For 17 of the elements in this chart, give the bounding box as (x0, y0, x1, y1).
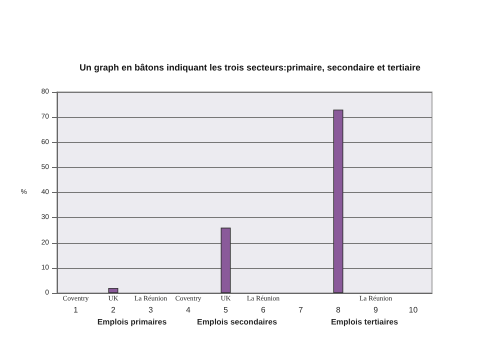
x-tick-label: 9 (374, 306, 379, 314)
x-tick-label: 2 (111, 306, 116, 314)
x-tick-label: 10 (408, 306, 418, 314)
bar (108, 288, 118, 293)
x-tick-label: 5 (224, 306, 229, 314)
bar (220, 228, 231, 293)
bar (333, 110, 344, 293)
x-tick-label: 8 (336, 306, 342, 314)
text: Emplois secondaires (196, 318, 278, 326)
x-tick-label: 3 (148, 306, 154, 314)
x-tick-label: 6 (261, 306, 266, 314)
x-tick-label: 7 (298, 306, 304, 314)
x-tick-label: 4 (186, 306, 192, 314)
chart-title: Un graph en bâtons indiquant les trois secteurs:primaire, secondaire et tertiaire (79, 62, 421, 72)
x-tick-label: 1 (74, 306, 79, 314)
text: Emplois primaires (97, 318, 168, 326)
text: Emplois tertiaires (330, 318, 399, 326)
